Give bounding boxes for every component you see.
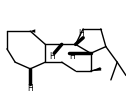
Text: H: H — [69, 52, 75, 61]
Polygon shape — [30, 29, 35, 33]
Polygon shape — [91, 67, 101, 71]
Text: H: H — [49, 52, 55, 61]
Text: H: H — [78, 29, 84, 38]
Text: H: H — [27, 84, 33, 93]
